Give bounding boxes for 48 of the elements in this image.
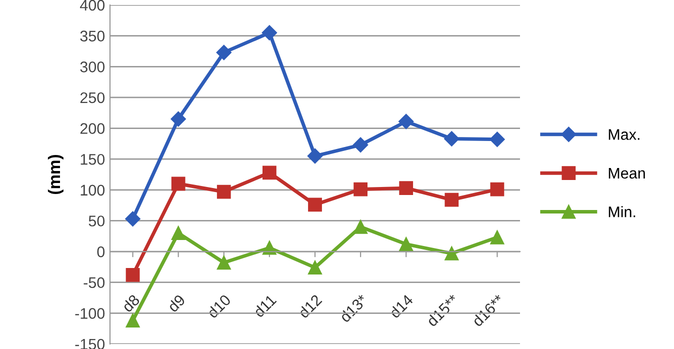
point: [352, 137, 368, 152]
point: [126, 314, 140, 328]
y-tick-label: 0: [97, 246, 105, 258]
point: [399, 181, 414, 196]
x-tick-label: d9: [166, 294, 186, 313]
point: [444, 246, 459, 260]
y-tick-label: 250: [80, 92, 105, 104]
legend-label: Mean: [608, 168, 645, 179]
x-tick-label: d14: [388, 294, 414, 319]
y-tick-label: 350: [80, 30, 105, 42]
point: [216, 44, 232, 60]
x-tick-label: d8: [121, 294, 140, 313]
point: [170, 111, 186, 127]
y-tick-label: 50: [88, 216, 105, 226]
y-tick-label: -50: [84, 277, 105, 288]
point: [490, 230, 504, 244]
y-tick-label: 300: [80, 62, 105, 72]
y-tick-label: 100: [80, 184, 105, 196]
y-tick-label: -100: [75, 308, 105, 319]
x-tick-label: d11: [252, 294, 277, 318]
point: [125, 211, 140, 226]
point: [398, 114, 414, 130]
point: [490, 132, 505, 147]
y-tick-label: 400: [80, 0, 105, 11]
legend-label: Max.: [608, 129, 640, 140]
point: [216, 184, 231, 199]
point: [171, 176, 186, 191]
point: [307, 148, 323, 164]
legend-label: Min.: [608, 206, 636, 218]
point: [399, 237, 414, 252]
point: [308, 198, 322, 212]
point: [171, 226, 186, 240]
point: [126, 268, 140, 282]
point: [262, 240, 276, 255]
point: [490, 182, 504, 196]
x-tick-label: d12: [297, 294, 322, 319]
point: [444, 192, 459, 207]
point: [354, 220, 368, 234]
point: [444, 131, 460, 146]
x-tick-label: d10: [206, 294, 232, 319]
y-axis-title: (mm): [48, 154, 64, 194]
point: [308, 260, 322, 275]
y-tick-label: 200: [80, 123, 105, 134]
point: [262, 166, 276, 180]
point: [216, 256, 231, 270]
point: [354, 182, 368, 196]
y-tick-label: 150: [80, 154, 105, 165]
point: [262, 25, 278, 40]
